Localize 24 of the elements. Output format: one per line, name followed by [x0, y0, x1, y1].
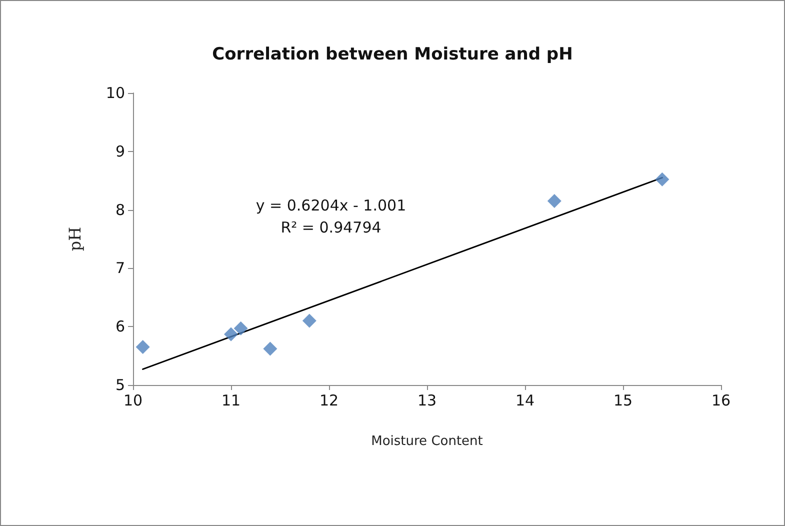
x-tick-label: 15 — [613, 392, 633, 410]
x-tick-label: 14 — [515, 392, 535, 410]
annotation: y = 0.6204x - 1.001 — [256, 196, 406, 214]
x-tick-label: 12 — [319, 392, 339, 410]
x-tick-label: 11 — [221, 392, 241, 410]
x-tick-label: 13 — [417, 392, 437, 410]
x-tick-label: 16 — [711, 392, 731, 410]
point — [234, 321, 248, 336]
y-tick-label: 5 — [115, 376, 125, 394]
annotation: R² = 0.94794 — [280, 218, 382, 236]
point — [547, 194, 562, 208]
y-tick-label: 6 — [115, 318, 125, 336]
point — [263, 342, 278, 356]
point — [136, 340, 150, 354]
y-tick-label: 8 — [115, 200, 125, 219]
chart-title: Correlation between Moisture and pH — [212, 44, 573, 64]
x-axis-title: Moisture Content — [371, 434, 483, 449]
y-tick-label: 10 — [106, 84, 125, 102]
point — [302, 314, 316, 328]
y-tick-label: 9 — [115, 142, 125, 160]
point — [224, 327, 238, 342]
y-tick-label: 7 — [115, 259, 125, 278]
point — [655, 172, 670, 186]
y-axis-title: pH — [66, 226, 84, 252]
